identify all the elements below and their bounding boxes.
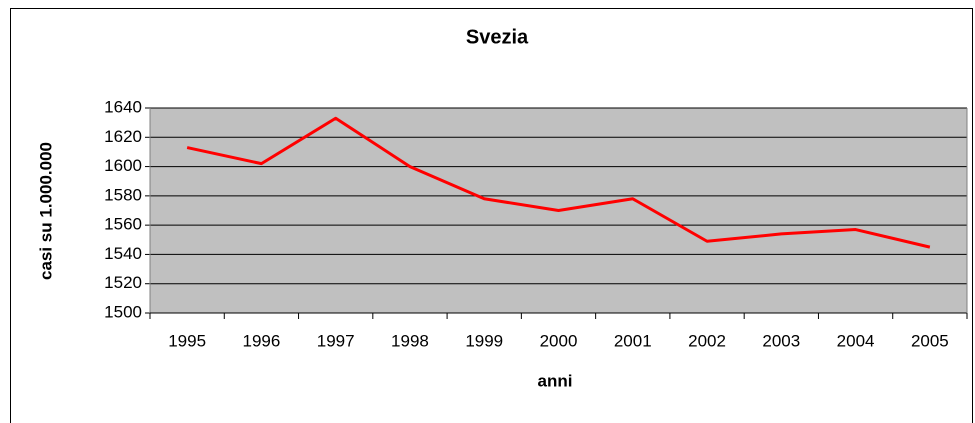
x-tick-label: 2005 [911, 331, 949, 350]
y-tick-label: 1540 [104, 244, 142, 263]
y-tick-label: 1520 [104, 273, 142, 292]
x-axis-label: anni [538, 371, 573, 390]
y-tick-label: 1600 [104, 156, 142, 175]
x-tick-label: 2002 [688, 331, 726, 350]
x-tick-label: 2003 [762, 331, 800, 350]
x-tick-label: 2004 [837, 331, 875, 350]
y-tick-label: 1640 [104, 97, 142, 116]
data-line [186, 116, 931, 249]
y-axis-label: casi su 1.000.000 [36, 142, 55, 280]
x-tick-label: 1996 [242, 331, 280, 350]
x-tick-label: 1998 [391, 331, 429, 350]
chart-title: Svezia [466, 26, 529, 48]
y-tick-label: 1580 [104, 185, 142, 204]
x-tick-label: 1997 [317, 331, 355, 350]
x-tick-label: 2001 [614, 331, 652, 350]
y-tick-label: 1620 [104, 127, 142, 146]
y-tick-label: 1500 [104, 302, 142, 321]
x-tick-label: 1995 [168, 331, 206, 350]
x-tick-label: 2000 [540, 331, 578, 350]
y-tick-label: 1560 [104, 215, 142, 234]
x-tick-label: 1999 [465, 331, 503, 350]
